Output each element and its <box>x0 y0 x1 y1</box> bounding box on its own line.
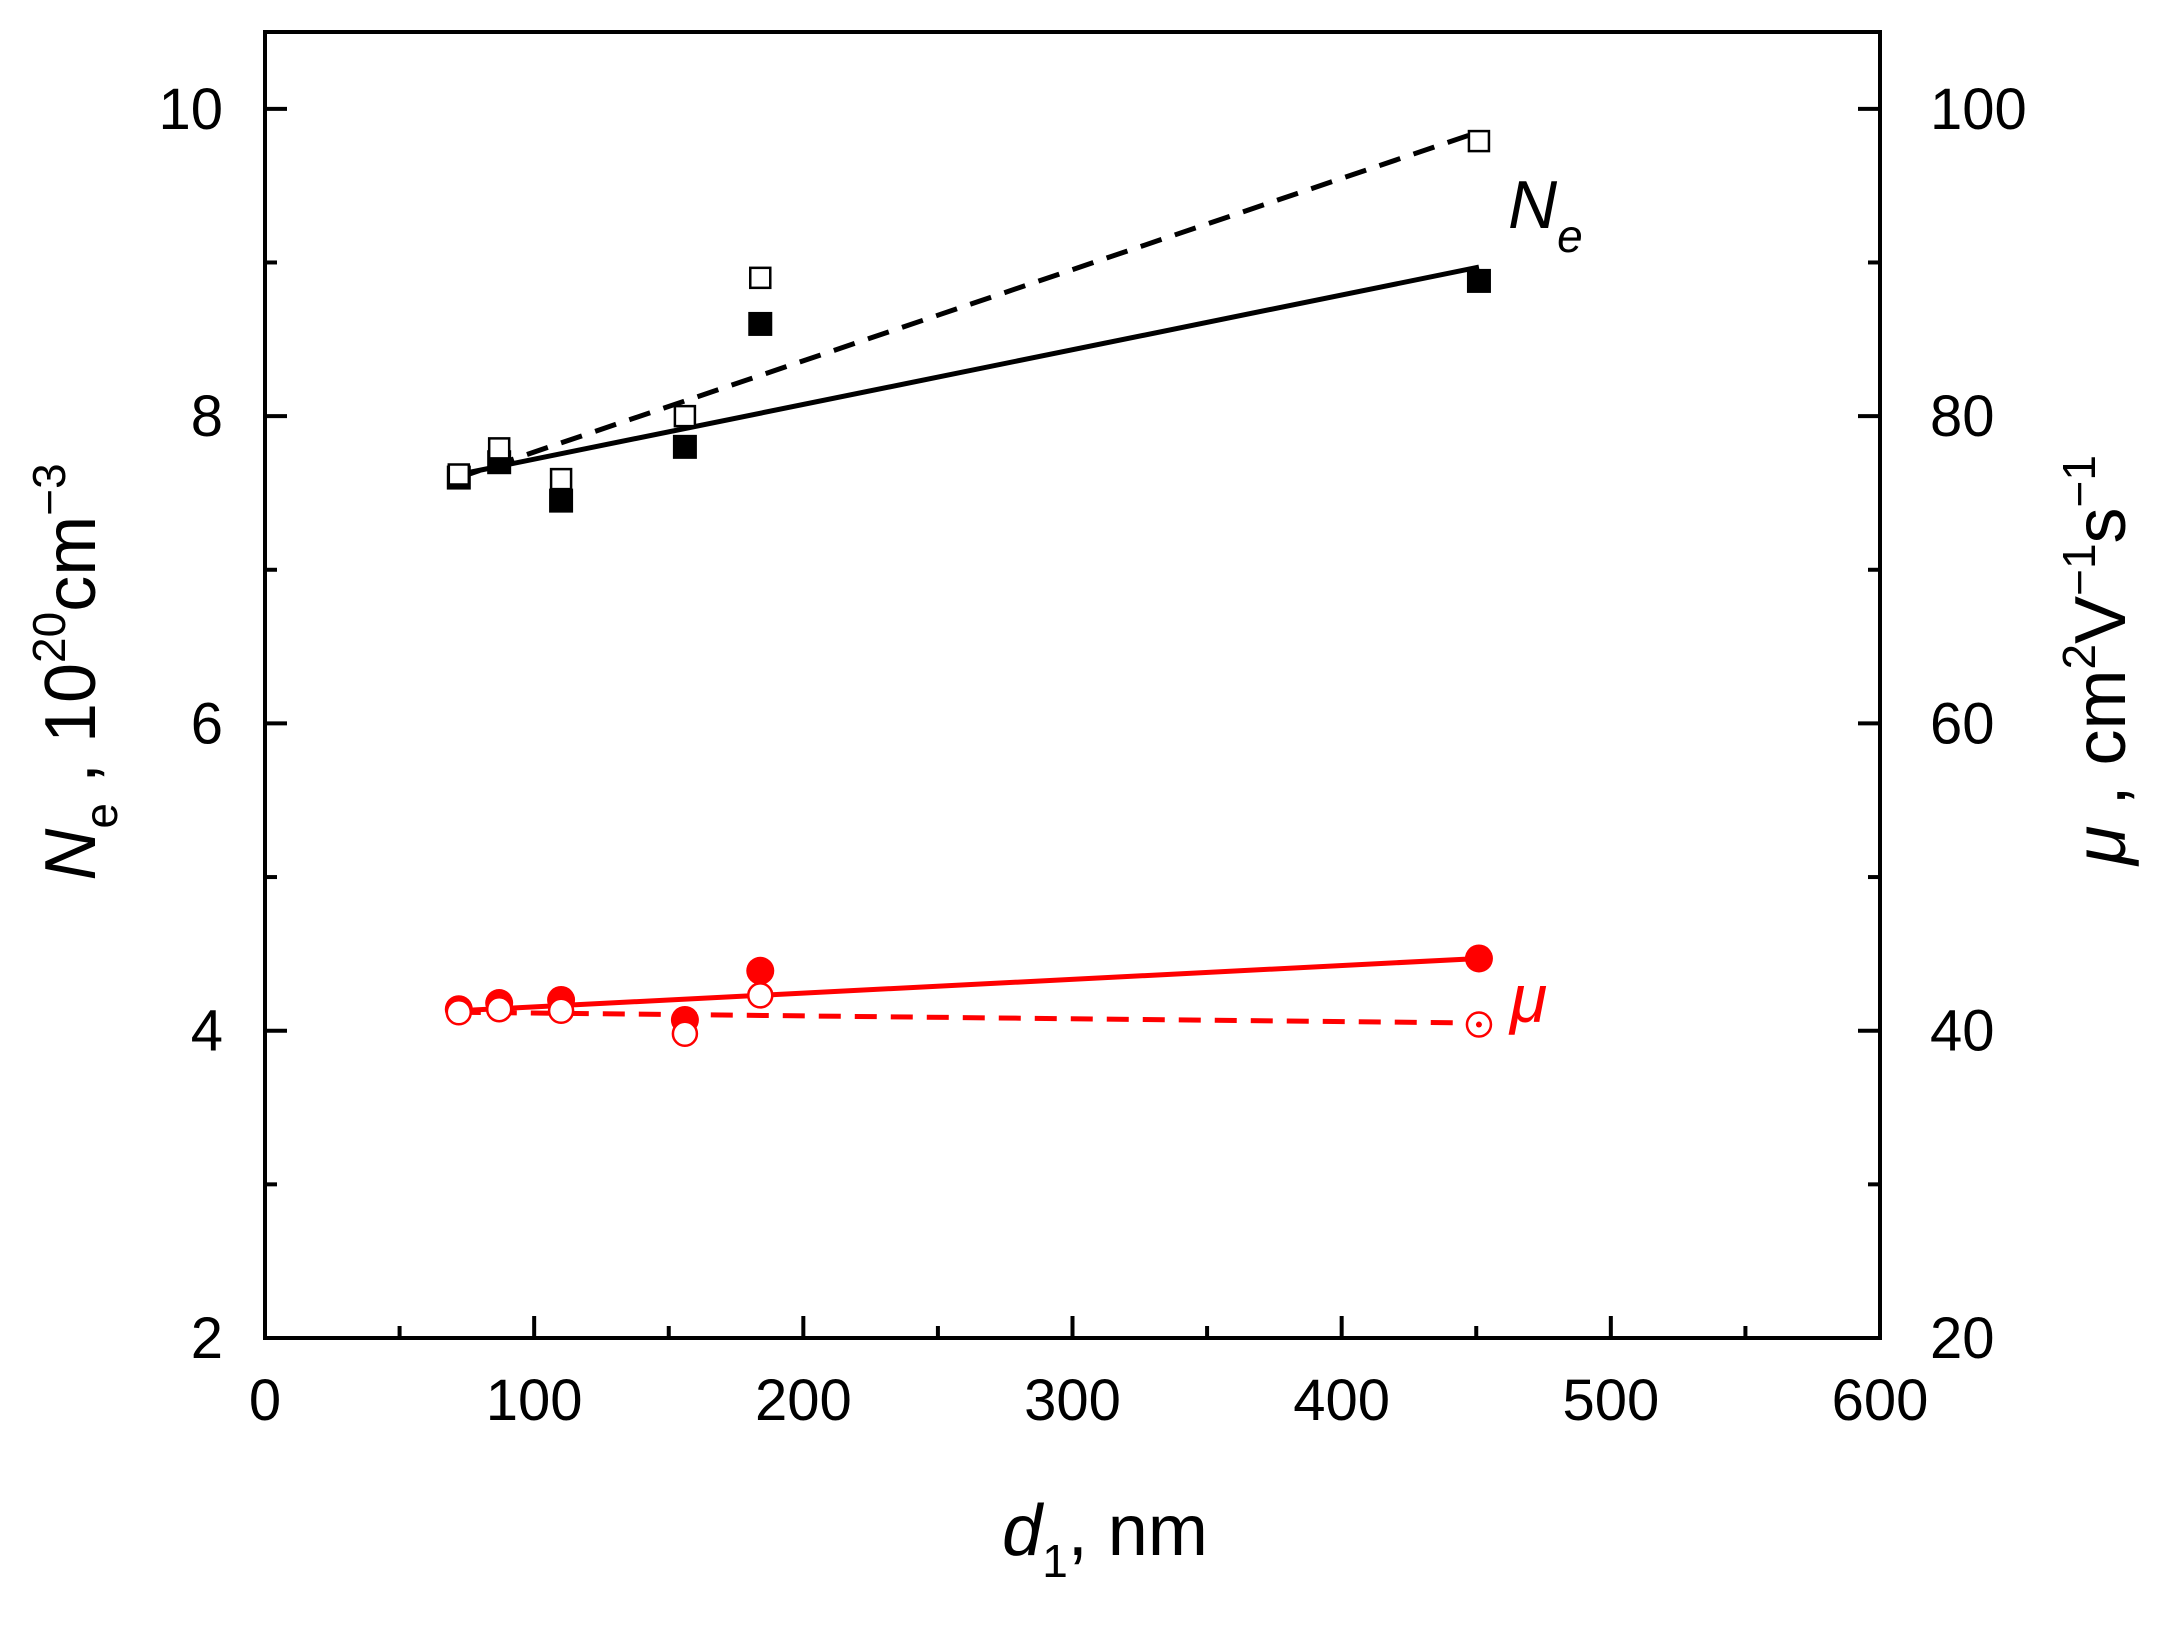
data-point <box>485 995 513 1023</box>
x-tick-label: 200 <box>755 1368 852 1433</box>
x-tick-label: 500 <box>1562 1368 1659 1433</box>
x-tick-label: 100 <box>486 1368 583 1433</box>
data-point <box>746 956 775 985</box>
y-left-tick-label: 8 <box>191 384 223 449</box>
fit-line <box>458 264 1480 477</box>
data-markers <box>444 129 1493 1048</box>
y-right-tick-label: 20 <box>1930 1306 1995 1371</box>
y-left-tick-label: 10 <box>158 77 223 142</box>
fit-line <box>457 129 1480 480</box>
y-left-tick-label: 6 <box>191 691 223 756</box>
fit-line <box>458 955 1480 1014</box>
x-tick-label: 300 <box>1024 1368 1121 1433</box>
y-right-tick-label: 80 <box>1930 384 1995 449</box>
y-left-tick-label: 4 <box>191 999 223 1064</box>
data-point <box>673 404 697 428</box>
data-point <box>671 1020 699 1048</box>
data-point-center <box>1475 1021 1482 1028</box>
x-tick-label: 400 <box>1293 1368 1390 1433</box>
data-point <box>1464 944 1493 973</box>
fit-lines <box>457 129 1480 1026</box>
data-point <box>1467 129 1491 153</box>
fit-line <box>458 1009 1479 1026</box>
data-point <box>445 999 473 1026</box>
annotation-mu: μ <box>1508 961 1547 1037</box>
axis-ticks <box>263 106 1882 1340</box>
y-left-tick-label: 2 <box>191 1306 223 1371</box>
y-right-tick-label: 40 <box>1930 999 1995 1064</box>
annotation-ne: Ne <box>1508 167 1583 262</box>
data-point <box>547 997 575 1024</box>
y-left-axis-title: Ne , 1020cm−3 <box>23 463 127 880</box>
x-axis-title: d1, nm <box>1002 1491 1208 1587</box>
data-point <box>549 488 574 513</box>
tick-labels: 0 100 200 300 400 500 600 2 4 6 8 10 20 40 60 80 100 <box>158 77 2026 1433</box>
data-point <box>672 434 697 459</box>
y-right-tick-label: 60 <box>1930 691 1995 756</box>
data-point <box>447 463 471 486</box>
x-tick-label: 0 <box>249 1368 281 1433</box>
data-point <box>487 437 511 460</box>
y-right-axis-title: μ , cm2V−1s−1 <box>2053 455 2141 867</box>
data-point <box>747 982 774 1009</box>
x-tick-label: 600 <box>1832 1368 1929 1433</box>
plot-frame <box>263 30 1882 1340</box>
data-point <box>748 311 773 336</box>
y-right-tick-label: 100 <box>1930 77 2027 142</box>
data-point <box>549 467 573 491</box>
data-point <box>749 266 772 290</box>
data-point <box>1466 268 1491 293</box>
